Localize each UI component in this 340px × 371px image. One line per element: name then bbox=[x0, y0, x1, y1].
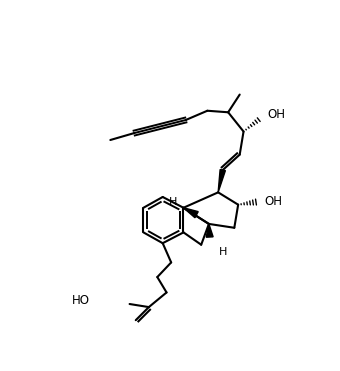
Text: OH: OH bbox=[268, 108, 285, 121]
Text: OH: OH bbox=[264, 195, 282, 208]
Text: H: H bbox=[219, 247, 227, 257]
Text: H: H bbox=[169, 197, 177, 207]
Polygon shape bbox=[184, 208, 198, 218]
Polygon shape bbox=[218, 170, 225, 192]
Polygon shape bbox=[206, 224, 213, 237]
Text: HO: HO bbox=[71, 294, 89, 307]
